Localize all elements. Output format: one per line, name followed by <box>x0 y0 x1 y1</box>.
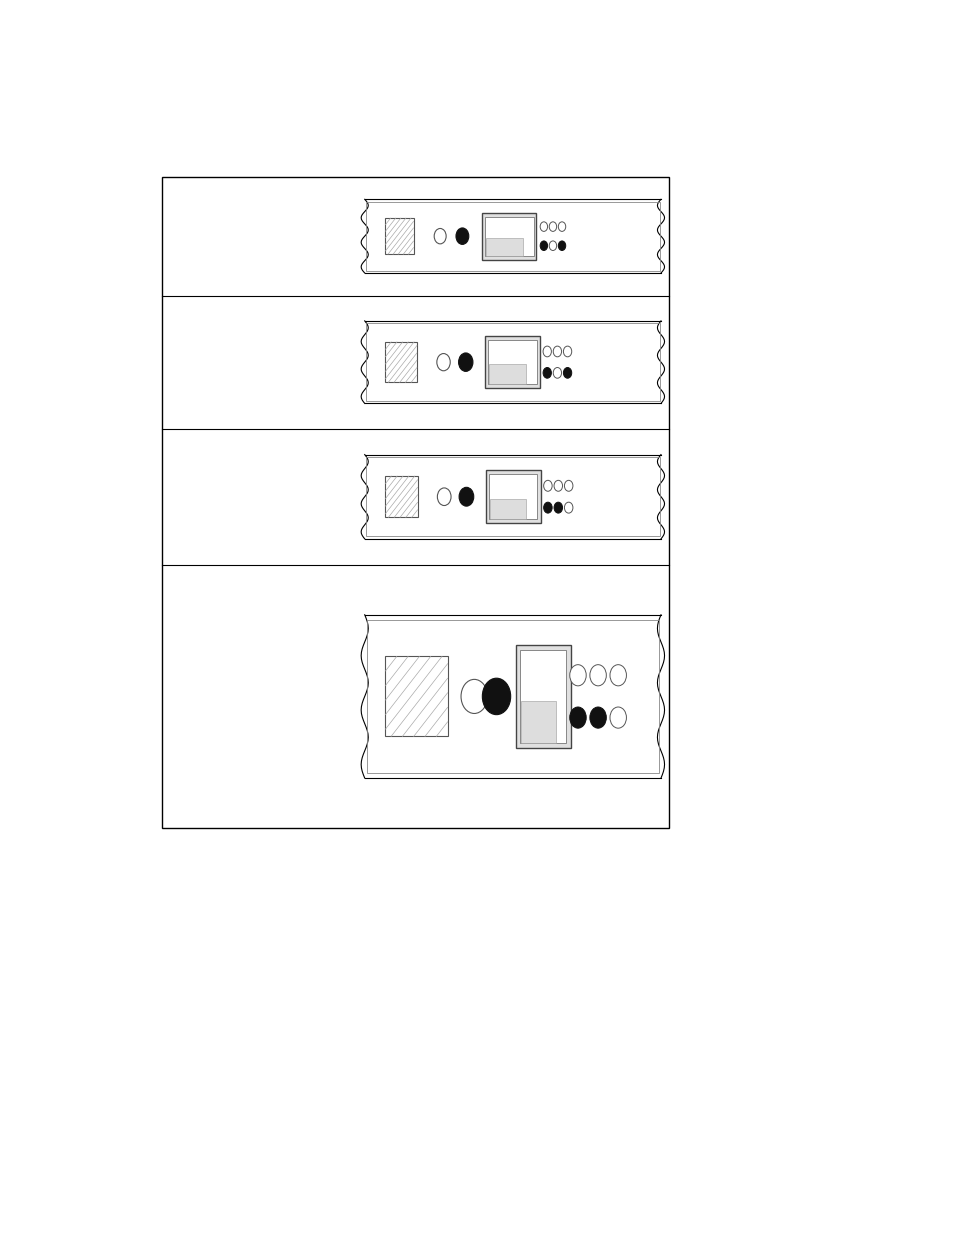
Bar <box>367 620 658 773</box>
Circle shape <box>549 222 556 231</box>
Circle shape <box>589 664 606 685</box>
Circle shape <box>553 368 561 378</box>
Circle shape <box>458 488 474 506</box>
Circle shape <box>589 706 606 729</box>
Polygon shape <box>361 454 368 538</box>
Bar <box>385 475 417 517</box>
Circle shape <box>569 664 585 685</box>
Bar <box>364 454 660 538</box>
Polygon shape <box>657 615 664 778</box>
Circle shape <box>434 228 446 243</box>
Circle shape <box>458 353 473 372</box>
Bar <box>364 321 660 404</box>
Circle shape <box>563 368 571 378</box>
Bar <box>485 471 540 524</box>
Bar <box>385 342 416 383</box>
Bar <box>364 615 660 778</box>
Circle shape <box>558 241 565 251</box>
Circle shape <box>553 346 561 357</box>
Circle shape <box>549 241 556 251</box>
Circle shape <box>456 228 468 245</box>
Circle shape <box>558 222 565 231</box>
Polygon shape <box>361 199 368 273</box>
Polygon shape <box>361 321 368 404</box>
Circle shape <box>460 679 487 714</box>
Circle shape <box>542 346 551 357</box>
Bar <box>490 499 526 519</box>
Bar <box>488 340 536 384</box>
Bar <box>519 651 565 742</box>
Circle shape <box>564 503 573 513</box>
Bar <box>364 199 660 273</box>
Bar <box>366 324 659 401</box>
Circle shape <box>543 480 552 492</box>
Bar <box>366 457 659 536</box>
Bar <box>365 201 659 270</box>
Polygon shape <box>657 454 664 538</box>
Circle shape <box>554 480 562 492</box>
Bar <box>481 212 536 259</box>
Circle shape <box>564 480 573 492</box>
Circle shape <box>569 706 585 729</box>
Bar <box>385 219 413 254</box>
Bar <box>516 645 570 748</box>
Circle shape <box>539 222 547 231</box>
Bar <box>484 336 539 388</box>
Circle shape <box>609 664 626 685</box>
Circle shape <box>539 241 547 251</box>
Circle shape <box>554 503 562 513</box>
Bar <box>489 474 537 519</box>
Circle shape <box>542 368 551 378</box>
Polygon shape <box>361 615 368 778</box>
Polygon shape <box>657 199 664 273</box>
Circle shape <box>436 353 450 370</box>
Bar <box>162 177 668 829</box>
Bar <box>520 701 556 742</box>
Circle shape <box>543 503 552 513</box>
Bar <box>484 216 533 256</box>
Circle shape <box>609 706 626 729</box>
Circle shape <box>482 678 510 715</box>
Circle shape <box>563 346 571 357</box>
Circle shape <box>436 488 451 505</box>
Polygon shape <box>657 321 664 404</box>
Bar <box>385 657 447 736</box>
Bar <box>489 364 525 384</box>
Bar <box>485 238 522 256</box>
